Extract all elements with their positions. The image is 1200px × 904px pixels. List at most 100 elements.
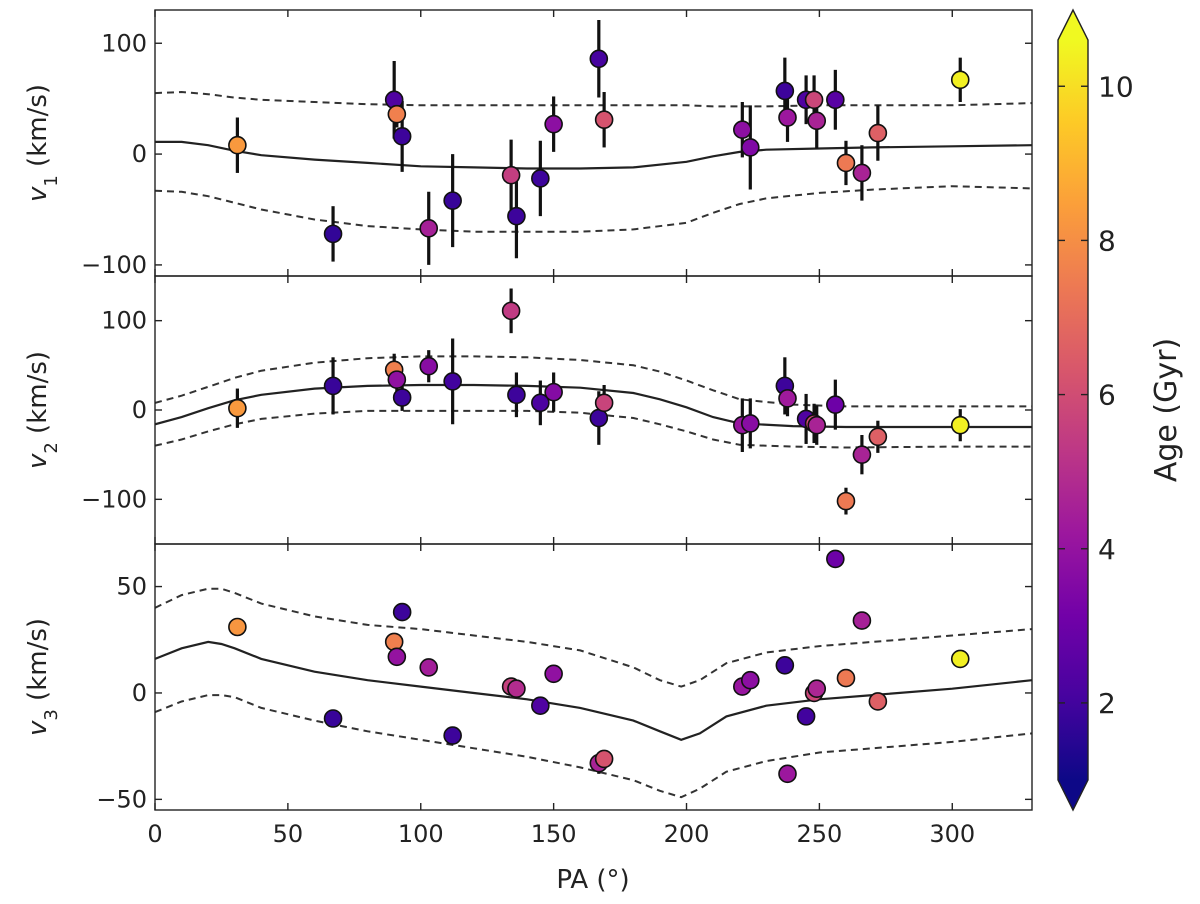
v3-data-point-10 <box>544 664 563 684</box>
v1-data-point-3 <box>387 104 407 124</box>
v3-data-point-16 <box>778 764 797 784</box>
colorbar-max-extend <box>1058 10 1088 40</box>
panel-v3: −50 0 50 v3 (km/s) <box>23 543 1033 813</box>
v1-data-point-7 <box>501 165 521 185</box>
v2-data-point-9 <box>531 393 550 413</box>
v1-ytick-label-0: −100 <box>81 251 147 279</box>
colorbar-label: Age (Gyr) <box>1149 338 1184 482</box>
v2-data-point-16 <box>778 389 797 408</box>
v1-data-point-13 <box>733 120 752 139</box>
v3-ytick-label-2: 50 <box>116 573 147 601</box>
v1-data-point-6 <box>443 191 462 210</box>
colorbar-tick-label-2: 6 <box>1098 379 1116 412</box>
v1-data-point-14 <box>740 138 760 157</box>
v3-data-point-21 <box>836 668 856 688</box>
panel-v1: −100 0 100 v1 (km/s) <box>23 9 1033 279</box>
v3-data-point-5 <box>419 658 439 677</box>
v2-data-point-6 <box>443 372 462 391</box>
v3-data-point-4 <box>392 602 412 622</box>
v2-model-lower-dashed <box>155 409 1032 449</box>
v3-axes-frame <box>154 543 1033 811</box>
v2-data-point-14 <box>740 414 760 433</box>
x-tick-label-0: 0 <box>147 820 162 848</box>
v1-data-point-22 <box>852 163 872 183</box>
v1-data-point-5 <box>419 219 439 238</box>
panel-v2: −100 0 100 v2 (km/s) <box>23 275 1033 545</box>
x-tick-label-6: 300 <box>929 820 975 848</box>
v3-data-point-17 <box>796 707 816 726</box>
v3-data-point-0 <box>228 617 247 637</box>
v2-data-point-19 <box>807 415 827 435</box>
v1-data-point-19 <box>807 111 827 131</box>
v1-data-point-23 <box>868 123 888 143</box>
v3-model-lower-dashed <box>155 694 1032 799</box>
x-tick-label-1: 50 <box>273 820 304 848</box>
colorbar-tick-label-4: 10 <box>1098 70 1134 103</box>
colorbar: 2 4 6 8 10 Age (Gyr) <box>1057 8 1184 812</box>
v2-data-point-23 <box>868 427 888 447</box>
v2-data-point-8 <box>507 385 526 405</box>
v1-data-point-8 <box>507 206 526 226</box>
v3-plot-area <box>155 549 1032 799</box>
x-tick-label-4: 200 <box>664 820 710 848</box>
v1-data-point-1 <box>323 224 343 244</box>
v1-data-point-11 <box>589 49 609 69</box>
v3-model-mean <box>155 640 1032 741</box>
v2-ylabel-sub: 2 <box>41 442 62 453</box>
v2-data-point-1 <box>323 376 343 396</box>
v2-data-point-0 <box>228 398 247 418</box>
colorbar-outline <box>1057 8 1089 812</box>
v2-data-point-5 <box>419 356 439 376</box>
v1-data-point-12 <box>594 110 614 130</box>
v3-data-point-12 <box>594 749 614 769</box>
v3-data-point-6 <box>443 726 462 745</box>
v2-plot-area <box>155 288 1032 515</box>
v1-data-point-0 <box>228 135 247 155</box>
v2-data-point-21 <box>836 491 856 511</box>
v3-data-point-15 <box>775 655 795 675</box>
v3-ylabel-sub: 3 <box>41 709 62 720</box>
v3-data-point-22 <box>852 611 872 630</box>
v3-ytick-label-0: −50 <box>96 785 147 813</box>
v1-ytick-label-2: 100 <box>101 29 147 57</box>
v1-data-point-21 <box>836 153 856 173</box>
v3-y-axis-label: v3 (km/s) <box>23 618 62 736</box>
v1-data-point-20 <box>826 90 845 110</box>
colorbar-gradient <box>1058 40 1088 780</box>
v3-data-point-19 <box>807 679 827 699</box>
v2-ytick-label-2: 100 <box>101 307 147 335</box>
v1-data-point-15 <box>775 81 795 101</box>
v2-data-point-20 <box>826 395 845 414</box>
colorbar-tick-label-3: 8 <box>1098 224 1116 257</box>
v3-data-point-23 <box>868 692 888 711</box>
x-tick-labels: 0 50 100 150 200 250 300 <box>147 820 975 848</box>
v3-ylabel-var: v <box>23 720 53 736</box>
v1-model-upper-dashed <box>155 90 1032 108</box>
v1-model-mean <box>155 140 1032 170</box>
v3-data-point-8 <box>507 679 526 699</box>
v1-plot-area <box>155 19 1032 265</box>
x-tick-label-2: 100 <box>398 820 444 848</box>
v2-data-point-24 <box>950 415 970 435</box>
v3-ytick-label-1: 0 <box>132 679 147 707</box>
v2-data-point-4 <box>392 388 412 407</box>
v1-data-point-24 <box>950 70 970 90</box>
v2-data-point-12 <box>594 393 614 413</box>
v2-model-upper-dashed <box>155 355 1032 408</box>
x-tick-label-3: 150 <box>531 820 577 848</box>
v1-axes-frame <box>154 9 1033 277</box>
v1-data-point-18 <box>804 90 824 110</box>
v3-data-point-9 <box>531 696 550 716</box>
v1-ylabel-unit: (km/s) <box>23 84 53 175</box>
v2-data-point-10 <box>544 382 563 402</box>
v2-ylabel-var: v <box>23 453 53 469</box>
v1-ylabel-sub: 1 <box>41 175 62 186</box>
v1-ylabel-var: v <box>23 186 53 202</box>
v2-ylabel-unit: (km/s) <box>23 351 53 442</box>
v3-model-upper-dashed <box>155 587 1032 688</box>
v1-model-lower-dashed <box>155 185 1032 233</box>
v1-data-point-16 <box>778 108 797 127</box>
